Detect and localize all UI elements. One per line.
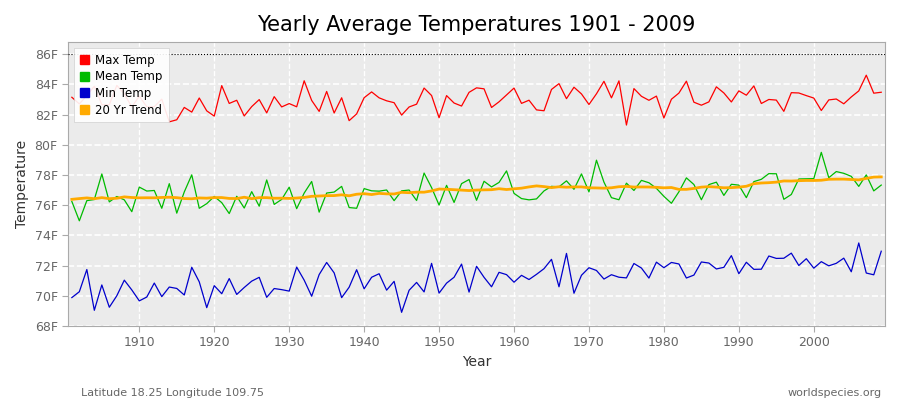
- Legend: Max Temp, Mean Temp, Min Temp, 20 Yr Trend: Max Temp, Mean Temp, Min Temp, 20 Yr Tre…: [74, 48, 168, 122]
- Text: Latitude 18.25 Longitude 109.75: Latitude 18.25 Longitude 109.75: [81, 388, 264, 398]
- Text: worldspecies.org: worldspecies.org: [788, 388, 882, 398]
- Y-axis label: Temperature: Temperature: [15, 140, 29, 228]
- X-axis label: Year: Year: [462, 355, 491, 369]
- Title: Yearly Average Temperatures 1901 - 2009: Yearly Average Temperatures 1901 - 2009: [257, 15, 696, 35]
